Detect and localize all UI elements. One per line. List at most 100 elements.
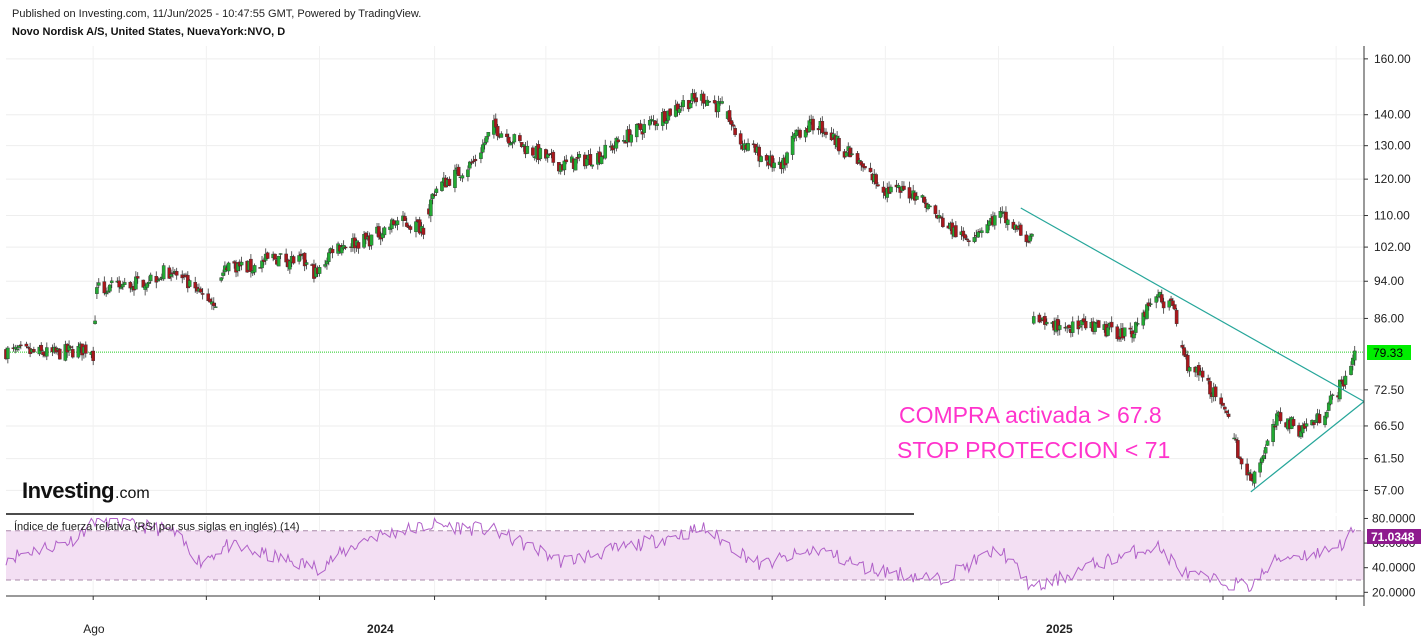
candle-body (167, 267, 172, 279)
candle-body (434, 188, 439, 193)
candle-body (453, 169, 457, 188)
candle-body (19, 344, 23, 347)
candle-body (798, 129, 802, 138)
candle-body (915, 195, 919, 200)
candle-body (811, 118, 815, 131)
candle-body (1135, 323, 1140, 325)
candle-body (551, 151, 556, 163)
rsi-y-tick-label: 40.0000 (1372, 561, 1416, 575)
candle-body (304, 262, 309, 265)
candle-body (265, 252, 270, 259)
rsi-title: Índice de fuerza relativa (RSI por sus s… (14, 520, 300, 533)
candle-body (134, 276, 138, 290)
candle-body (868, 167, 873, 173)
candle-body (486, 132, 491, 137)
candle-body (1226, 413, 1231, 417)
candlestick-series (4, 88, 1357, 488)
candle-body (733, 128, 737, 136)
candle-body (145, 283, 149, 288)
logo-text: Investing (22, 478, 114, 503)
candle-body (226, 262, 231, 272)
candle-body (104, 292, 108, 295)
candle-body (1258, 462, 1262, 473)
rsi-y-tick-label: 80.0000 (1372, 511, 1416, 525)
candle-body (414, 221, 418, 233)
candle-body (1312, 421, 1316, 425)
candle-body (588, 154, 593, 166)
candle-body (712, 100, 717, 104)
candle-body (863, 166, 867, 169)
candle-body (972, 237, 977, 243)
x-tick-label: Ago (83, 622, 105, 636)
candle-body (278, 253, 283, 255)
trendlines (1020, 207, 1365, 493)
candle-body (213, 306, 218, 308)
candle-body (1159, 294, 1164, 303)
candle-body (727, 110, 732, 123)
candle-body (1174, 309, 1179, 324)
candle-body (479, 152, 483, 159)
candle-body (1323, 415, 1327, 426)
candle-body (1169, 298, 1173, 301)
investing-logo: Investing .com (22, 478, 150, 503)
candle-body (480, 144, 485, 153)
candle-body (252, 265, 257, 273)
candle-body (221, 272, 225, 276)
candle-body (1083, 320, 1088, 329)
candle-body (1221, 402, 1225, 406)
candle-body (26, 346, 31, 349)
candle-body (1145, 304, 1149, 319)
candle-body (707, 101, 711, 103)
candle-body (1326, 402, 1331, 411)
candle-body (731, 124, 736, 127)
candle-body (1148, 303, 1153, 305)
last-price-badge-bg (1367, 345, 1411, 360)
candle-body (1208, 381, 1212, 395)
candle-body (41, 351, 45, 356)
candle-body (1278, 412, 1283, 422)
candle-body (757, 146, 762, 162)
candle-body (1213, 386, 1218, 398)
candle-body (13, 346, 18, 350)
candle-body (327, 252, 331, 262)
rsi-last-label: 71.0348 (1371, 530, 1415, 544)
candle-body (634, 123, 639, 138)
candle-body (93, 320, 97, 325)
candle-body (746, 143, 750, 151)
candle-body (493, 118, 498, 128)
candle-body (1219, 397, 1223, 405)
candle-body (963, 234, 967, 239)
candle-body (484, 136, 489, 143)
candle-body (15, 348, 19, 351)
candle-body (616, 139, 621, 143)
y-tick-label: 160.00 (1374, 52, 1411, 66)
candle-body (317, 267, 322, 274)
candle-body (39, 344, 44, 352)
candle-body (1031, 316, 1036, 324)
candle-body (1004, 211, 1008, 224)
candle-body (848, 147, 852, 158)
candle-body (482, 142, 487, 146)
candle-body (343, 246, 348, 249)
x-tick-label: 2025 (1046, 622, 1073, 636)
candle-body (69, 346, 73, 348)
candle-body (1122, 327, 1127, 337)
last-price-badge: 79.33 (1367, 345, 1411, 360)
candle-body (861, 163, 865, 168)
candle-body (896, 185, 901, 188)
candle-body (447, 178, 452, 186)
candle-body (1252, 471, 1257, 484)
candle-body (1167, 300, 1172, 308)
candle-body (1128, 327, 1133, 330)
candle-body (102, 281, 107, 294)
candle-body (1328, 395, 1333, 405)
y-tick-label: 110.00 (1374, 209, 1410, 223)
candle-body (506, 136, 511, 144)
candle-body (147, 281, 151, 284)
candle-body (584, 158, 589, 166)
candle-body (655, 123, 659, 126)
trendline (1020, 207, 1365, 403)
candle-body (518, 135, 522, 142)
candle-body (510, 142, 515, 144)
